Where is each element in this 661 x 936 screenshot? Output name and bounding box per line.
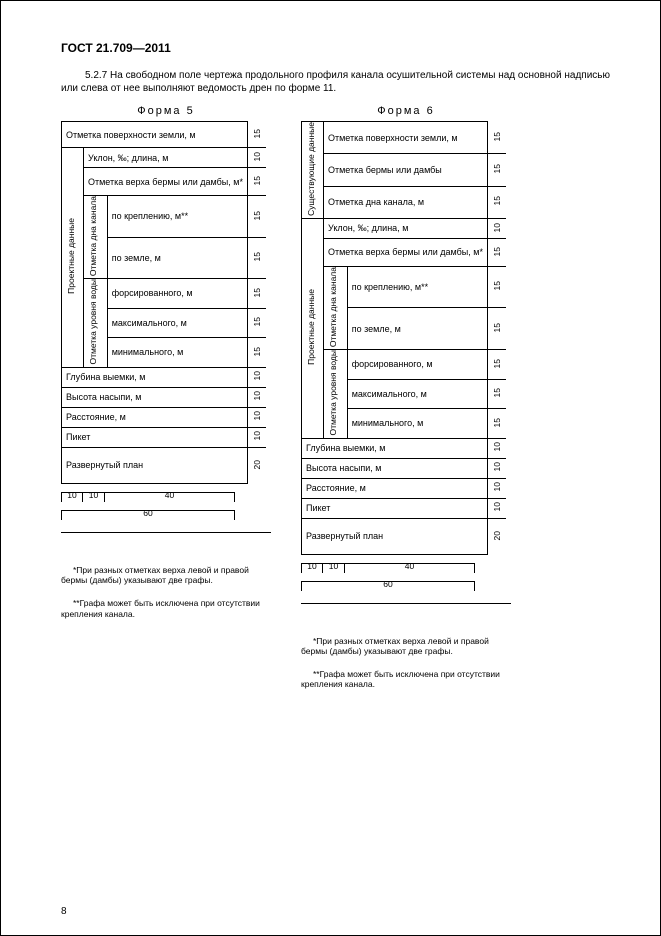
doc-header: ГОСТ 21.709—2011 — [61, 41, 610, 55]
f6-footnote2: **Графа может быть исключена при отсутст… — [301, 669, 511, 690]
f5-footnote1: *При разных отметках верха левой и право… — [61, 565, 271, 586]
f5-row: форсированного, м — [107, 279, 247, 309]
f6-row: Расстояние, м — [302, 478, 488, 498]
f6-dna: Отметка дна канала — [328, 267, 338, 347]
f5-footnote2: **Графа может быть исключена при отсутст… — [61, 598, 271, 619]
f6-row: Отметка верха бермы или дамбы, м* — [324, 238, 488, 266]
f6-footnote1: *При разных отметках верха левой и право… — [301, 636, 511, 657]
f6-row: максимального, м — [347, 379, 487, 409]
f6-row: Отметка дна канала, м — [324, 186, 488, 218]
f5-row: Отметка верха бермы или дамбы, м* — [84, 168, 248, 196]
f5-row: по земле, м — [107, 237, 247, 279]
form5-table: Отметка поверхности земли, м 15 Проектны… — [61, 121, 266, 484]
f6-exist: Существующие данные — [306, 122, 316, 216]
f5-proekt: Проектные данные — [66, 218, 76, 294]
f5-row: минимального, м — [107, 338, 247, 368]
f6-row: минимального, м — [347, 409, 487, 439]
f6-row: Высота насыпи, м — [302, 458, 488, 478]
f5-row: Глубина выемки, м — [62, 367, 248, 387]
f5-row: Развернутый план — [62, 447, 248, 483]
form5-title: Форма 5 — [61, 105, 271, 117]
form-5: Форма 5 Отметка поверхности земли, м 15 … — [61, 105, 271, 619]
f6-row: Пикет — [302, 498, 488, 518]
f5-ur: Отметка уровня воды — [88, 279, 98, 365]
f6-row: по креплению, м** — [347, 266, 487, 308]
f6-ur: Отметка уровня воды — [328, 350, 338, 436]
f6-row: Развернутый план — [302, 518, 488, 554]
form-6: Форма 6 Существующие данные Отметка пове… — [301, 105, 511, 690]
f5-row: Высота насыпи, м — [62, 387, 248, 407]
form6-title: Форма 6 — [301, 105, 511, 117]
f6-row: Отметка бермы или дамбы — [324, 154, 488, 186]
f5-dna: Отметка дна канала — [88, 196, 98, 276]
f5-row: максимального, м — [107, 308, 247, 338]
f6-bottom-dims: 10 10 40 60 — [301, 559, 511, 595]
f6-row: Глубина выемки, м — [302, 438, 488, 458]
f6-row: Уклон, ‰; длина, м — [324, 218, 488, 238]
f6-row: по земле, м — [347, 308, 487, 350]
f5-bottom-dims: 10 10 40 60 — [61, 488, 271, 524]
f6-proekt: Проектные данные — [306, 289, 316, 365]
dim-cell: 15 — [247, 122, 266, 148]
f5-row: по креплению, м** — [107, 196, 247, 238]
f5-row: Уклон, ‰; длина, м — [84, 148, 248, 168]
f6-row: форсированного, м — [347, 350, 487, 380]
page-number: 8 — [61, 906, 67, 917]
f5-row: Пикет — [62, 427, 248, 447]
f6-row: Отметка поверхности земли, м — [324, 122, 488, 154]
form6-table: Существующие данные Отметка поверхности … — [301, 121, 506, 555]
paragraph: 5.2.7 На свободном поле чертежа продольн… — [61, 69, 610, 95]
f5-row: Расстояние, м — [62, 407, 248, 427]
f5-row: Отметка поверхности земли, м — [62, 122, 248, 148]
